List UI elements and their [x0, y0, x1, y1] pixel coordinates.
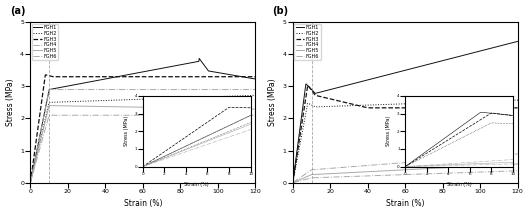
Text: (b): (b)	[272, 6, 288, 16]
Legend: FGH1, FGH2, FGH3, FGH4, FGH5, FGH6: FGH1, FGH2, FGH3, FGH4, FGH5, FGH6	[32, 24, 58, 60]
Text: (a): (a)	[11, 6, 26, 16]
Legend: FGH1, FGH2, FGH3, FGH4, FGH5, FGH6: FGH1, FGH2, FGH3, FGH4, FGH5, FGH6	[294, 24, 321, 60]
X-axis label: Strain (%): Strain (%)	[386, 199, 424, 208]
X-axis label: Strain (%): Strain (%)	[123, 199, 162, 208]
Y-axis label: Stress (MPa): Stress (MPa)	[268, 79, 277, 126]
Y-axis label: Stress (MPa): Stress (MPa)	[6, 79, 15, 126]
